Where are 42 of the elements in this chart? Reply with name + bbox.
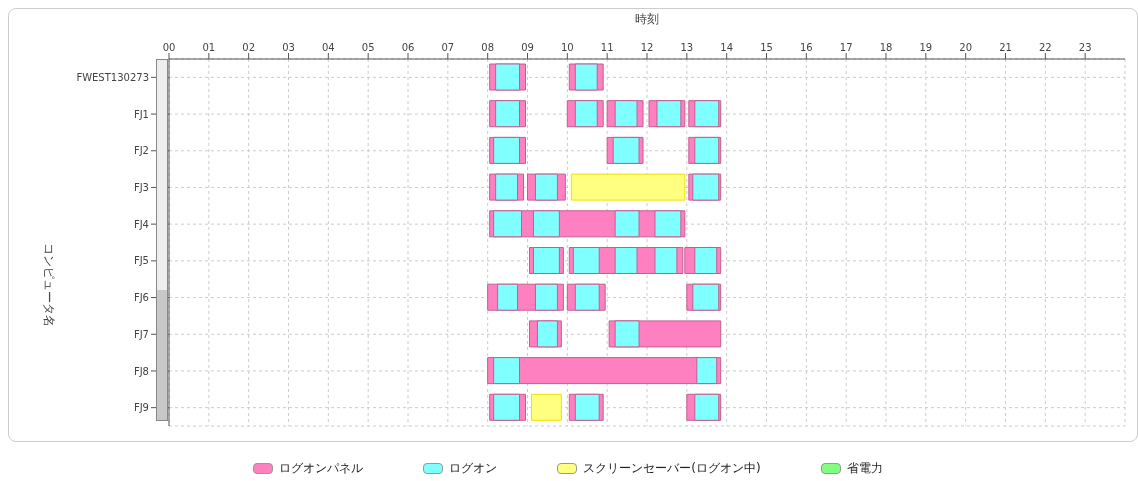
y-tick-label: FJ2 bbox=[133, 145, 149, 157]
x-tick-label: 09 bbox=[521, 42, 534, 53]
x-tick-label: 23 bbox=[1078, 42, 1092, 53]
legend-label: スクリーンセーバー(ログオン中) bbox=[583, 460, 761, 477]
x-tick-label: 02 bbox=[242, 42, 256, 53]
x-tick-label: 14 bbox=[720, 42, 734, 53]
bar bbox=[530, 393, 562, 421]
y-tick-label: FJ7 bbox=[133, 328, 149, 340]
y-tick-label: FJ1 bbox=[133, 108, 149, 120]
x-tick-label: 08 bbox=[481, 42, 495, 53]
x-tick-label: 13 bbox=[680, 42, 694, 53]
legend-label: ログオンパネル bbox=[279, 460, 364, 477]
y-tick-label: FJ5 bbox=[133, 255, 149, 267]
x-tick-label: 07 bbox=[441, 42, 455, 53]
x-tick-label: 22 bbox=[1038, 42, 1052, 53]
x-tick-label: 01 bbox=[202, 42, 216, 53]
x-tick-label: 18 bbox=[879, 42, 893, 53]
x-tick-label: 06 bbox=[401, 42, 415, 53]
y-tick-label: FJ3 bbox=[133, 182, 149, 193]
y-tick-label: FJ4 bbox=[133, 218, 149, 230]
x-tick-label: 03 bbox=[282, 42, 295, 53]
x-tick-label: 00 bbox=[162, 42, 176, 53]
x-tick-label: 11 bbox=[600, 42, 614, 53]
x-tick-label: 05 bbox=[361, 42, 375, 53]
x-tick-label: 21 bbox=[999, 42, 1012, 53]
legend-label: ログオン bbox=[449, 460, 498, 477]
x-tick-label: 10 bbox=[560, 42, 574, 53]
y-tick-label: FWEST130273 bbox=[76, 71, 149, 83]
x-tick-label: 19 bbox=[919, 42, 933, 53]
x-tick-label: 16 bbox=[799, 42, 813, 53]
x-tick-label: 04 bbox=[321, 42, 335, 53]
x-tick-label: 12 bbox=[640, 42, 654, 53]
bar bbox=[570, 173, 686, 201]
y-tick-label: FJ9 bbox=[133, 402, 149, 414]
legend-label: 省電力 bbox=[846, 460, 883, 477]
x-tick-label: 17 bbox=[839, 42, 853, 53]
y-axis-title: コンピュータ名 bbox=[41, 242, 56, 327]
x-axis-title: 時刻 bbox=[635, 11, 659, 26]
y-tick-label: FJ8 bbox=[133, 365, 149, 377]
x-tick-label: 15 bbox=[760, 42, 773, 53]
y-tick-label: FJ6 bbox=[133, 292, 149, 304]
x-tick-label: 20 bbox=[959, 42, 973, 53]
